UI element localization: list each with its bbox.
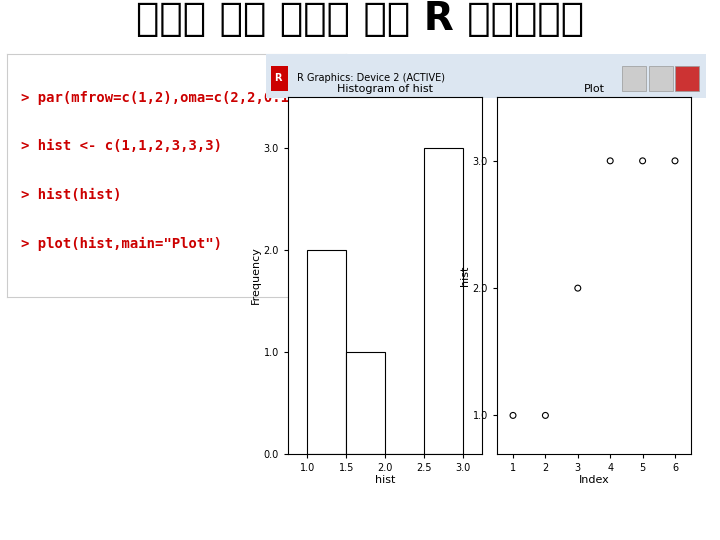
Title: Plot: Plot bbox=[583, 84, 605, 93]
Text: > plot(hist,main="Plot"): > plot(hist,main="Plot") bbox=[21, 237, 222, 251]
X-axis label: Index: Index bbox=[579, 475, 609, 485]
Point bbox=[540, 411, 552, 420]
Bar bbox=[346, 352, 385, 454]
Text: R Graphics: Device 2 (ACTIVE): R Graphics: Device 2 (ACTIVE) bbox=[297, 73, 445, 83]
X-axis label: hist: hist bbox=[375, 475, 395, 485]
Y-axis label: Frequency: Frequency bbox=[251, 246, 261, 305]
Bar bbox=[675, 66, 699, 91]
FancyBboxPatch shape bbox=[266, 54, 706, 98]
Point bbox=[669, 157, 680, 165]
Bar bbox=[424, 148, 463, 454]
Bar bbox=[622, 66, 647, 91]
Point bbox=[507, 411, 518, 420]
Title: Histogram of hist: Histogram of hist bbox=[337, 84, 433, 93]
Point bbox=[636, 157, 648, 165]
Bar bbox=[307, 250, 346, 454]
Text: R: R bbox=[274, 73, 281, 83]
Point bbox=[572, 284, 583, 293]
Bar bbox=[271, 66, 288, 91]
Text: > par(mfrow=c(1,2),oma=c(2,2,0.1,0.1)): > par(mfrow=c(1,2),oma=c(2,2,0.1,0.1)) bbox=[21, 91, 339, 105]
Bar bbox=[649, 66, 672, 91]
Text: > hist(hist): > hist(hist) bbox=[21, 188, 121, 202]
Point bbox=[604, 157, 616, 165]
Text: > hist <- c(1,1,2,3,3,3): > hist <- c(1,1,2,3,3,3) bbox=[21, 139, 222, 153]
Y-axis label: hist: hist bbox=[459, 265, 469, 286]
Text: 데이터 분석 입문을 위한 R 프로그래밍: 데이터 분석 입문을 위한 R 프로그래밍 bbox=[136, 0, 584, 38]
